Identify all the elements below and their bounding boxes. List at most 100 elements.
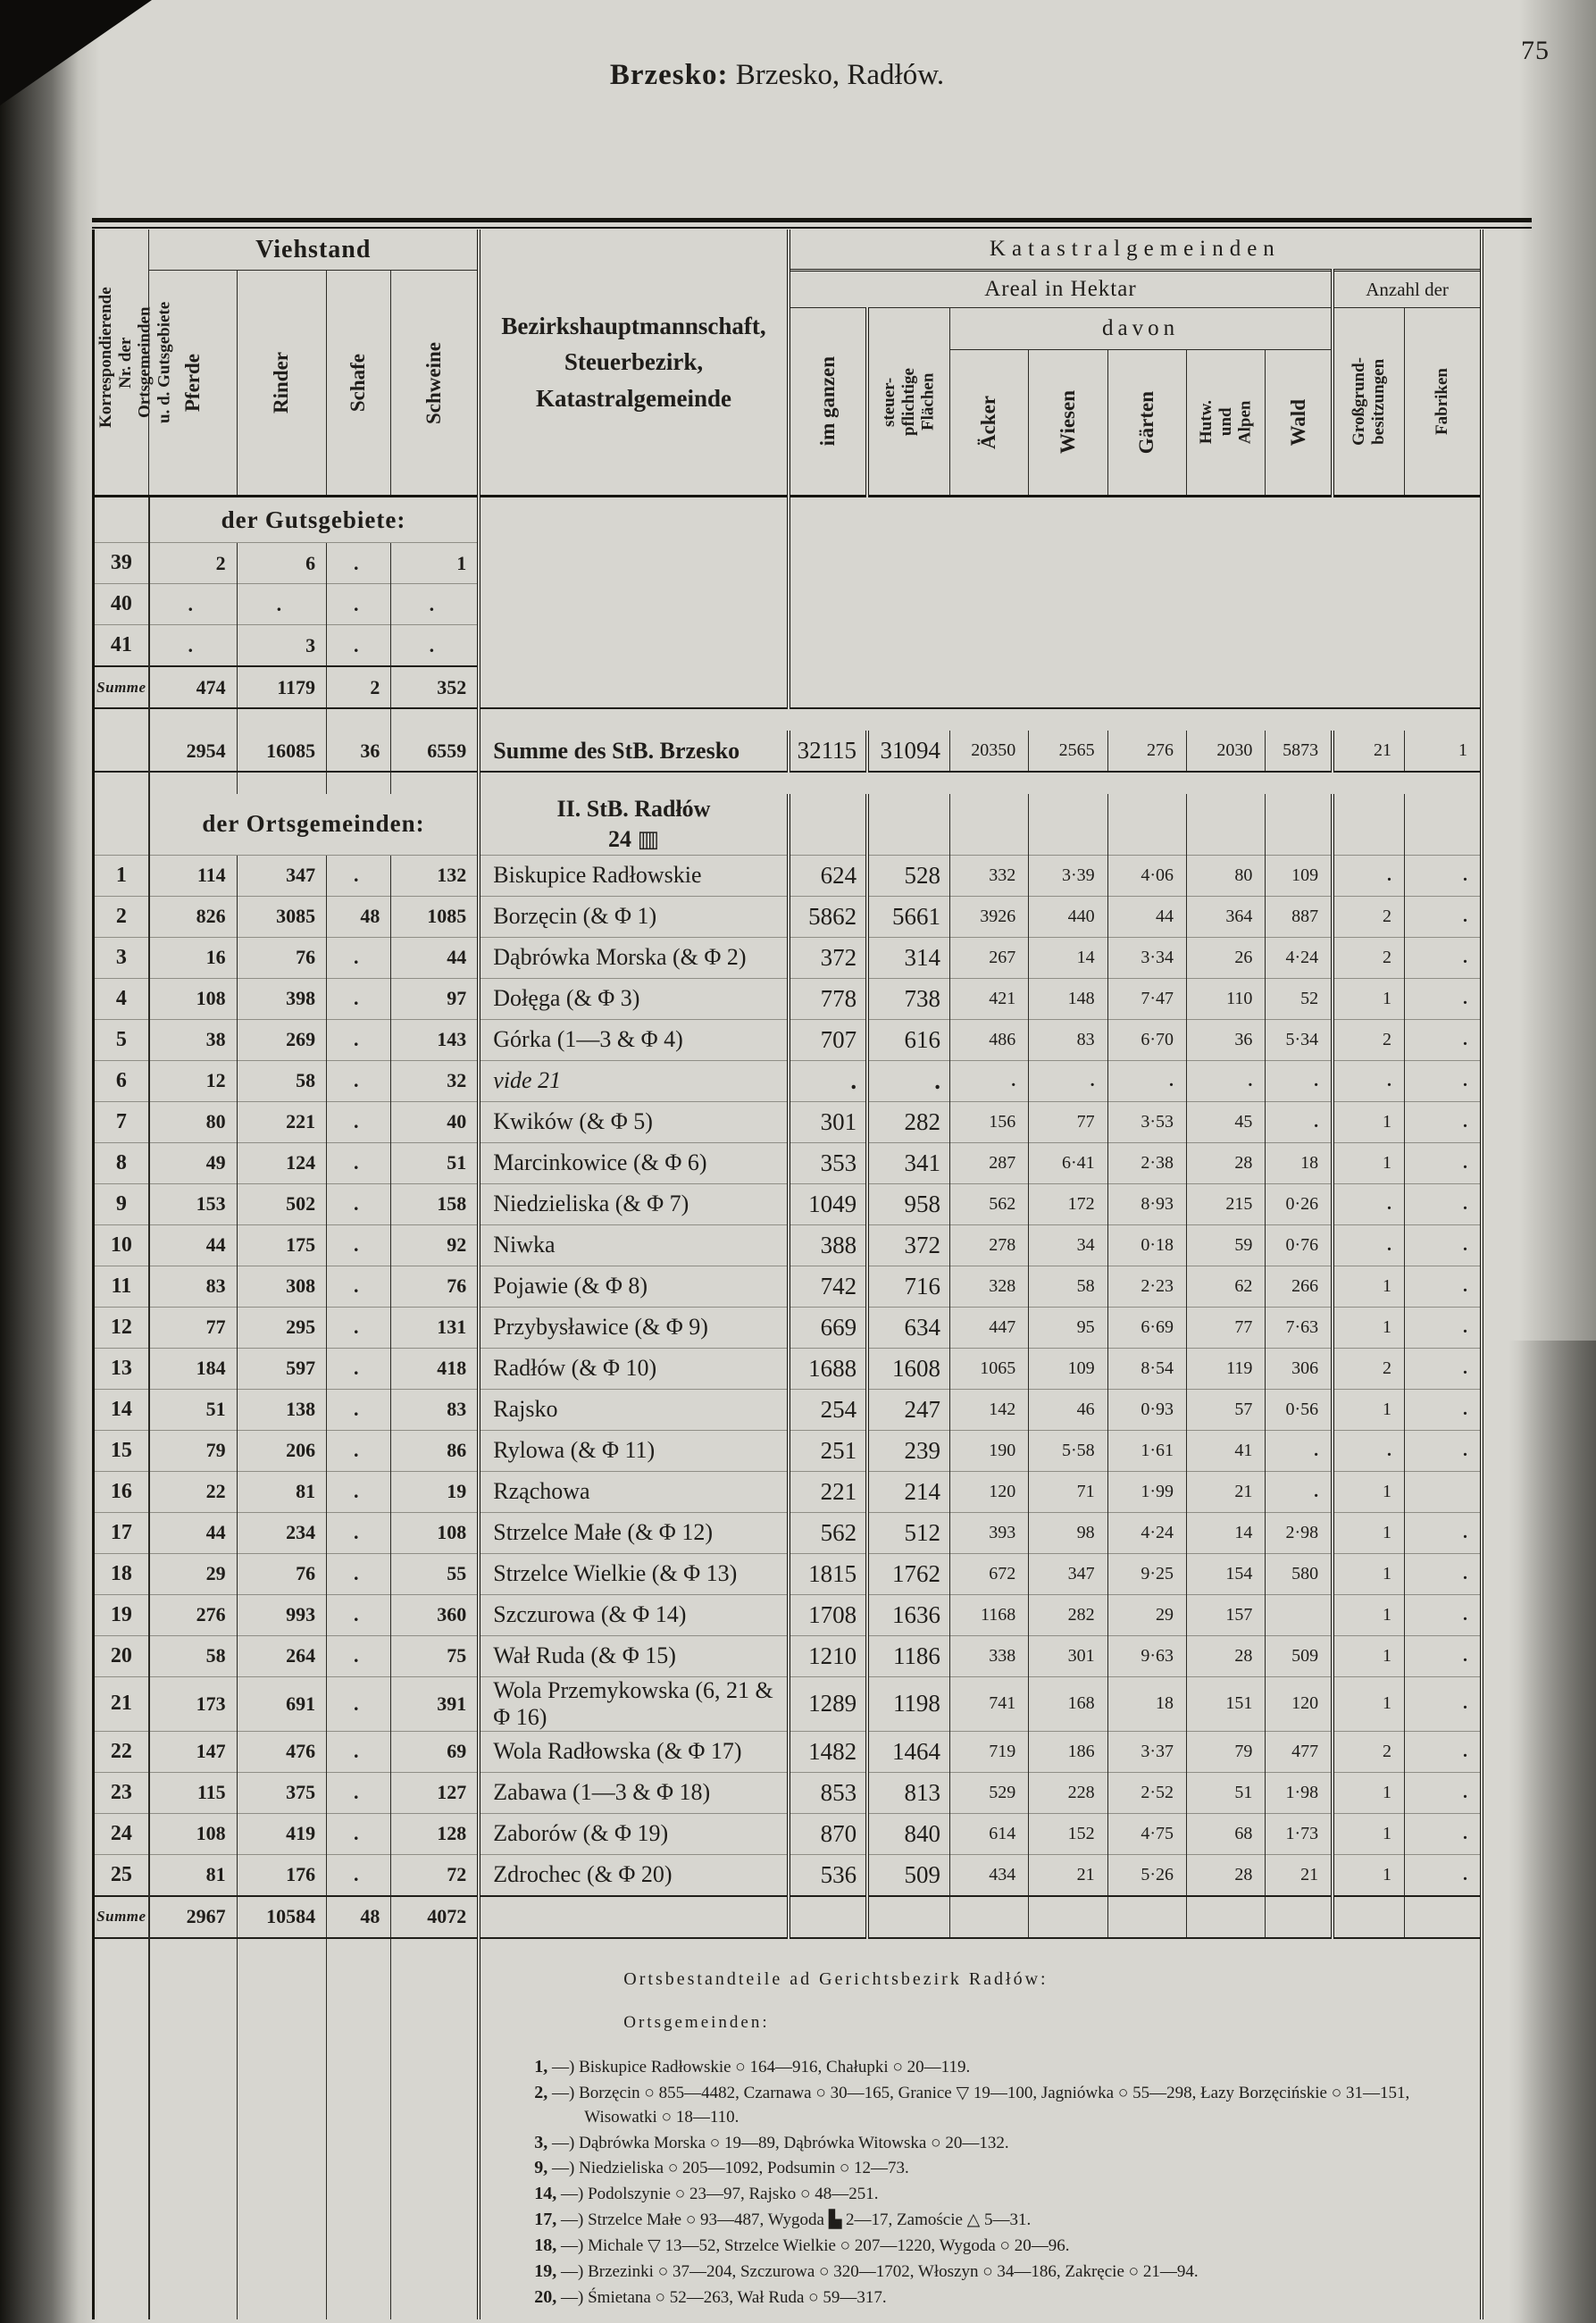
kataster-value-cell: 151 [1186,1675,1266,1732]
kataster-value-cell: . [1331,1182,1405,1225]
section-head-radlow: II. StB. Radłów 24 ▥ [477,794,789,856]
table-row: 3 16 76. 44 Dąbrówka Morska (& Φ 2) 372 314 267… [93,936,1482,979]
table-row: 16 22 81. 19 Rząchowa 221 214 120 71 1·99 21. 1 [93,1470,1482,1513]
viehstand-value-cell: 175 [236,1224,327,1266]
kataster-value-cell: 958 [865,1182,950,1225]
header-anzahl: Anzahl der [1331,270,1482,308]
kataster-value-cell: 80 [1186,854,1266,897]
row-number-cell: 5 [93,1018,150,1061]
header-wiesen: Wiesen [1028,349,1108,497]
footnote-number: 1, [534,2056,548,2076]
viehstand-value-cell: 269 [236,1018,327,1061]
header-katastralgemeinden: Katastralgemeinden [786,230,1482,272]
kataster-value-cell: 71 [1028,1470,1108,1513]
kataster-value-cell: 5·34 [1265,1018,1333,1061]
viehstand-value-cell: 81 [148,1853,238,1896]
kataster-value-cell: . [1404,1141,1482,1184]
kataster-value-cell: 52 [1265,977,1333,1020]
table-row: 41. 3.. [93,624,1483,666]
kataster-value-cell: 314 [865,936,950,979]
row-number-cell: 12 [93,1306,150,1349]
stb-viehstand-cell: 6559 [390,731,480,772]
kataster-value-cell: 62 [1186,1265,1266,1308]
table-row: 10 44 175. 92 Niwka 388 372 278 34 0·18 59 0·76.. [93,1224,1482,1266]
kataster-value-cell: 282 [1028,1593,1108,1636]
viehstand-value-cell: . [326,1018,391,1061]
viehstand-value-cell: . [326,1388,391,1431]
footnote-item: 2, —) Borzęcin ○ 855—4482, Czarnawa ○ 30… [534,2082,1410,2127]
kataster-value-cell: 214 [865,1470,950,1513]
kataster-value-cell: 41 [1186,1429,1266,1472]
spacer-cell [326,707,391,731]
viehstand-value-cell: 308 [236,1265,327,1308]
empty-kataster-cell [1404,794,1482,856]
stb-viehstand-cell: 16085 [236,731,327,772]
footnote-number: 3, [534,2132,548,2152]
kataster-value-cell: . [1404,1634,1482,1677]
kataster-value-cell: 421 [948,977,1029,1020]
header-gaerten: Gärten [1107,349,1187,497]
kataster-value-cell: 267 [948,936,1029,979]
empty-kataster-cell [865,1894,950,1938]
stb-viehstand-cell: 2954 [148,731,238,772]
viehstand-value-cell: 51 [390,1141,480,1184]
viehstand-value-cell: . [326,1306,391,1349]
viehstand-value-cell: . [326,1182,391,1225]
viehstand-summe-cell: 1179 [236,665,327,708]
kataster-value-cell: 716 [865,1265,950,1308]
kataster-value-cell: 332 [948,854,1029,897]
page-title: Brzesko: Brzesko, Radłów. [0,59,1554,92]
kataster-value-cell: 44 [1107,895,1187,938]
viehstand-value-cell: 347 [236,854,327,897]
viehstand-value-cell: 138 [236,1388,327,1431]
table-row: 14 51 138. 83 Rajsko 254 247 142 46 0·93 57 0·56 1. [93,1388,1482,1431]
viehstand-value-cell: 3 [236,624,327,666]
kataster-value-cell: 1762 [865,1552,950,1595]
kataster-value-cell: 347 [1028,1552,1108,1595]
viehstand-value-cell: 264 [236,1634,327,1677]
spacer-cell [236,771,327,794]
viehstand-value-cell: 206 [236,1429,327,1472]
row-number-cell: 19 [93,1593,150,1636]
kataster-value-cell: 1636 [865,1593,950,1636]
kataster-value-cell: 251 [786,1429,868,1472]
gemeinde-name-cell: Szczurowa (& Φ 14) [477,1593,789,1636]
kataster-value-cell: 1 [1331,1853,1405,1896]
stb-kataster-cell: 1 [1404,731,1482,772]
kataster-value-cell: 1 [1331,1100,1405,1143]
kataster-value-cell: 4·75 [1107,1812,1187,1855]
footnotes-title: Ortsbestandteile ad Gerichtsbezirk Radłó… [623,1968,1049,1989]
kataster-value-cell: 1210 [786,1634,868,1677]
kataster-value-cell: 887 [1265,895,1333,938]
kataster-value-cell: . [1404,1853,1482,1896]
table-row: 18 29 76. 55 Strzelce Wielkie (& Φ 13) 1815 17… [93,1552,1482,1595]
row-number-cell: 18 [93,1552,150,1595]
kataster-value-cell: 1 [1331,1470,1405,1513]
viehstand-value-cell: . [326,1100,391,1143]
kataster-value-cell: 1815 [786,1552,868,1595]
kataster-value-cell: 870 [786,1812,868,1855]
header-davon: davon [948,307,1333,350]
kataster-value-cell: 1289 [786,1675,868,1732]
empty-kataster-cell [1107,794,1187,856]
spacer-cell [390,771,480,794]
viehstand-value-cell: . [148,583,238,625]
kataster-value-cell: 239 [865,1429,950,1472]
kataster-value-cell: 9·63 [1107,1634,1187,1677]
footnote-item: 19, —) Brzezinki ○ 37—204, Szczurowa ○ 3… [534,2261,1199,2282]
table-row: 19 276 993. 360 Szczurowa (& Φ 14) 1708 1636 11… [93,1593,1482,1636]
kataster-value-cell: 168 [1028,1675,1108,1732]
viehstand-value-cell: 132 [390,854,480,897]
spacer-cell [390,707,480,731]
viehstand-value-cell: 1085 [390,895,480,938]
viehstand-value-cell: 69 [390,1730,480,1773]
row-number-cell: 16 [93,1470,150,1513]
section-head-line1: II. StB. Radłów [556,796,711,822]
viehstand-value-cell: 476 [236,1730,327,1773]
row-number-cell: 21 [93,1675,150,1732]
table-row: 6 12 58. 32 vide 21......... [93,1059,1482,1102]
gemeinde-name-cell: Górka (1—3 & Φ 4) [477,1018,789,1061]
viehstand-value-cell: . [326,1593,391,1636]
kataster-value-cell: . [948,1059,1029,1102]
